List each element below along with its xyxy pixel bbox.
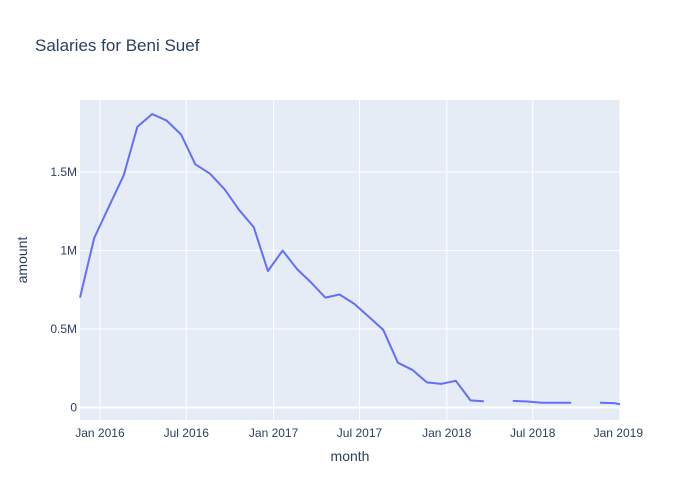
series-line-segment xyxy=(512,399,572,404)
x-tick-label: Jan 2017 xyxy=(249,426,299,440)
series-lines xyxy=(79,113,621,406)
y-tick-label: 0.5M xyxy=(50,322,77,336)
x-tick-label: Jul 2018 xyxy=(510,426,556,440)
x-tick-label: Jan 2019 xyxy=(594,426,644,440)
series-line-segment xyxy=(79,113,484,403)
plot-area xyxy=(80,100,620,420)
series-line-segment xyxy=(600,401,621,406)
x-tick-label: Jan 2016 xyxy=(75,426,125,440)
x-tick-label: Jul 2016 xyxy=(164,426,210,440)
y-axis-title: amount xyxy=(14,237,30,284)
y-axis-ticks: 0 0.5M 1M 1.5M xyxy=(50,165,77,414)
y-tick-label: 0 xyxy=(70,400,77,414)
x-axis-ticks: Jan 2016 Jul 2016 Jan 2017 Jul 2017 Jan 2018… xyxy=(75,426,643,440)
chart-title: Salaries for Beni Suef xyxy=(35,36,200,55)
y-tick-label: 1.5M xyxy=(50,165,77,179)
x-tick-label: Jan 2018 xyxy=(422,426,472,440)
y-tick-label: 1M xyxy=(60,244,77,258)
x-tick-label: Jul 2017 xyxy=(337,426,383,440)
grid-lines xyxy=(80,100,621,420)
x-axis-title: month xyxy=(331,448,370,464)
